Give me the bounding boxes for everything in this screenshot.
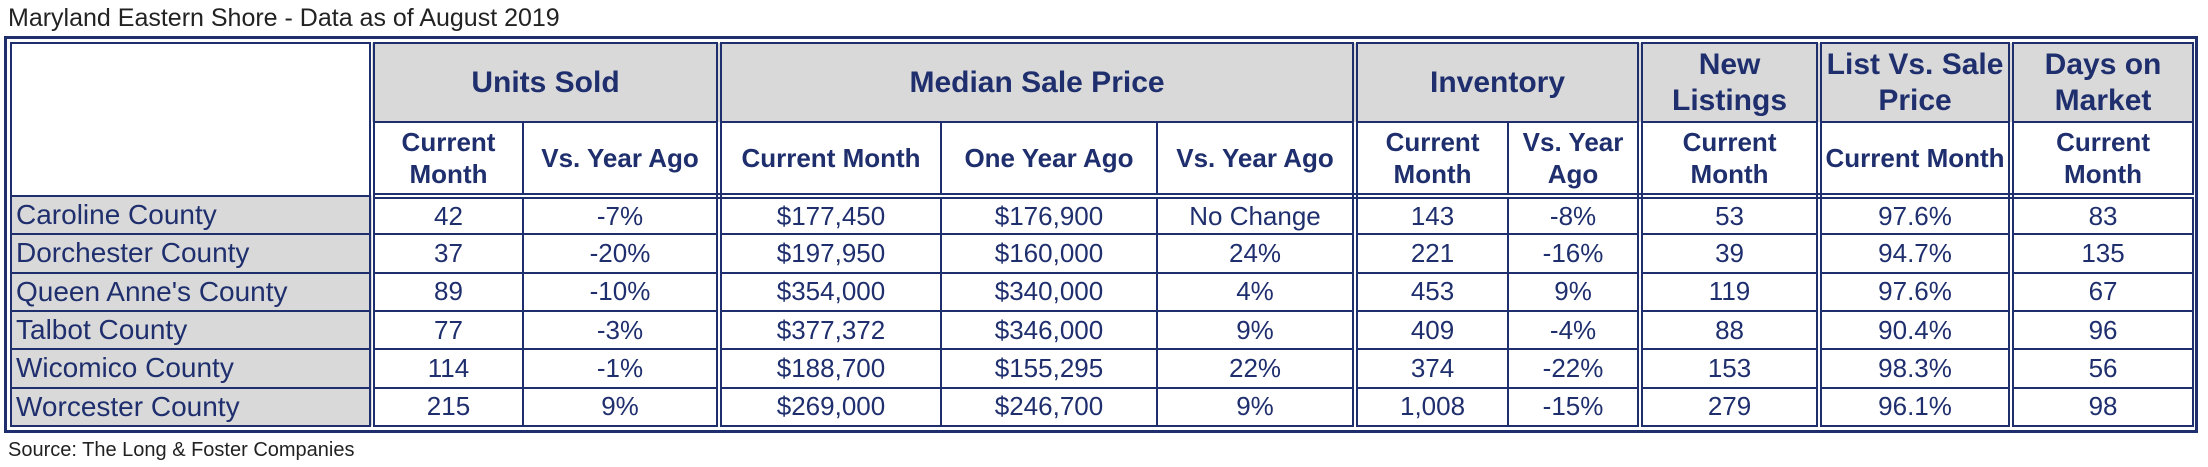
subheader-inventory-current-month: Current Month [1354, 121, 1510, 199]
median-price-current-cell: $177,450 [718, 194, 942, 236]
table-row: Talbot County 77 -3% $377,372 $346,000 9% 409-… [10, 309, 2195, 351]
inventory-current-cell: 374 [1354, 348, 1510, 389]
header-list-vs-sale-price: List Vs. Sale Price [1818, 42, 2015, 123]
source-note: Source: The Long & Foster Companies [8, 439, 355, 461]
days-on-market-cell: 56 [2010, 348, 2195, 389]
new-listings-cell: 39 [1639, 233, 1823, 274]
table-row: Queen Anne's County 89 -10% $354,000 $340,00… [10, 271, 2195, 312]
median-price-vs-year-cell: 24% [1155, 233, 1359, 274]
subheader-units-current-month: Current Month [371, 121, 524, 199]
list-vs-sale-cell: 94.7% [1818, 233, 2015, 274]
inventory-current-cell: 453 [1354, 271, 1510, 312]
header-corner-cell [10, 42, 375, 197]
header-inventory: Inventory [1354, 42, 1644, 123]
median-price-one-year-ago-cell: $160,000 [940, 233, 1158, 274]
days-on-market-cell: 96 [2010, 309, 2195, 351]
median-price-one-year-ago-cell: $340,000 [940, 271, 1158, 312]
days-on-market-cell: 98 [2010, 386, 2195, 428]
units-sold-current-cell: 215 [371, 386, 524, 428]
median-price-vs-year-cell: No Change [1155, 194, 1359, 236]
median-price-current-cell: $197,950 [718, 233, 942, 274]
subheader-inventory-vs-year-ago: Vs. Year Ago [1507, 121, 1644, 199]
table-row: Worcester County 215 9% $269,000 $246,700 9% 1… [10, 386, 2195, 428]
median-price-vs-year-cell: 9% [1155, 309, 1359, 351]
list-vs-sale-cell: 90.4% [1818, 309, 2015, 351]
subheader-median-one-year-ago: One Year Ago [940, 121, 1158, 199]
units-sold-vs-year-cell: -7% [522, 194, 722, 236]
inventory-current-cell: 1,008 [1354, 386, 1510, 428]
new-listings-cell: 153 [1639, 348, 1823, 389]
inventory-current-cell: 143 [1354, 194, 1510, 236]
median-price-one-year-ago-cell: $155,295 [940, 348, 1158, 389]
subheader-median-current-month: Current Month [718, 121, 942, 199]
units-sold-vs-year-cell: 9% [522, 386, 722, 428]
units-sold-vs-year-cell: -3% [522, 309, 722, 351]
new-listings-cell: 88 [1639, 309, 1823, 351]
units-sold-current-cell: 42 [371, 194, 524, 236]
days-on-market-cell: 83 [2010, 194, 2195, 236]
median-price-one-year-ago-cell: $176,900 [940, 194, 1158, 236]
table-row: Caroline County 42 -7% $177,450 $176,900 No C… [10, 194, 2195, 236]
county-name-cell: Dorchester County [10, 233, 375, 274]
list-vs-sale-cell: 97.6% [1818, 194, 2015, 236]
inventory-vs-year-cell: -8% [1507, 194, 1644, 236]
inventory-vs-year-cell: -16% [1507, 233, 1644, 274]
market-stats-table: Units Sold Median Sale Price Inventory N… [10, 42, 2195, 428]
units-sold-current-cell: 89 [371, 271, 524, 312]
subheader-median-vs-year-ago: Vs. Year Ago [1155, 121, 1359, 199]
list-vs-sale-cell: 97.6% [1818, 271, 2015, 312]
median-price-current-cell: $188,700 [718, 348, 942, 389]
subheader-units-vs-year-ago: Vs. Year Ago [522, 121, 722, 199]
header-days-on-market: Days on Market [2010, 42, 2195, 123]
inventory-vs-year-cell: 9% [1507, 271, 1644, 312]
table-caption: Maryland Eastern Shore - Data as of Augu… [8, 4, 560, 32]
inventory-vs-year-cell: -22% [1507, 348, 1644, 389]
median-price-vs-year-cell: 4% [1155, 271, 1359, 312]
table-row: Wicomico County 114 -1% $188,700 $155,295 22%… [10, 348, 2195, 389]
inventory-current-cell: 409 [1354, 309, 1510, 351]
median-price-one-year-ago-cell: $346,000 [940, 309, 1158, 351]
inventory-vs-year-cell: -4% [1507, 309, 1644, 351]
units-sold-vs-year-cell: -1% [522, 348, 722, 389]
table-body: Caroline County 42 -7% $177,450 $176,900 No C… [10, 194, 2195, 428]
table-row: Dorchester County 37 -20% $197,950 $160,000 2… [10, 233, 2195, 274]
median-price-vs-year-cell: 9% [1155, 386, 1359, 428]
list-vs-sale-cell: 98.3% [1818, 348, 2015, 389]
units-sold-current-cell: 37 [371, 233, 524, 274]
inventory-current-cell: 221 [1354, 233, 1510, 274]
header-units-sold: Units Sold [371, 42, 722, 123]
county-name-cell: Wicomico County [10, 348, 375, 389]
subheader-new-listings-current-month: Current Month [1639, 121, 1823, 199]
median-price-one-year-ago-cell: $246,700 [940, 386, 1158, 428]
list-vs-sale-cell: 96.1% [1818, 386, 2015, 428]
median-price-current-cell: $377,372 [718, 309, 942, 351]
units-sold-vs-year-cell: -20% [522, 233, 722, 274]
header-row-groups: Units Sold Median Sale Price Inventory N… [10, 42, 2195, 197]
days-on-market-cell: 135 [2010, 233, 2195, 274]
new-listings-cell: 53 [1639, 194, 1823, 236]
subheader-days-on-market-current-month: Current Month [2010, 121, 2195, 199]
median-price-vs-year-cell: 22% [1155, 348, 1359, 389]
header-row-subheaders: Current Month Vs. Year Ago Current Month… [11, 121, 2195, 199]
units-sold-current-cell: 77 [371, 309, 524, 351]
days-on-market-cell: 67 [2010, 271, 2195, 312]
new-listings-cell: 279 [1639, 386, 1823, 428]
market-table-frame: Units Sold Median Sale Price Inventory N… [4, 36, 2198, 433]
county-name-cell: Talbot County [10, 309, 375, 351]
header-median-sale-price: Median Sale Price [717, 42, 1359, 123]
median-price-current-cell: $269,000 [718, 386, 942, 428]
county-name-cell: Queen Anne's County [10, 271, 375, 312]
units-sold-vs-year-cell: -10% [522, 271, 722, 312]
units-sold-current-cell: 114 [371, 348, 524, 389]
subheader-list-vs-sale-current-month: Current Month [1818, 121, 2015, 199]
header-new-listings: New Listings [1639, 42, 1823, 123]
inventory-vs-year-cell: -15% [1507, 386, 1644, 428]
county-name-cell: Worcester County [10, 386, 375, 428]
new-listings-cell: 119 [1639, 271, 1823, 312]
county-name-cell: Caroline County [10, 194, 375, 236]
median-price-current-cell: $354,000 [718, 271, 942, 312]
